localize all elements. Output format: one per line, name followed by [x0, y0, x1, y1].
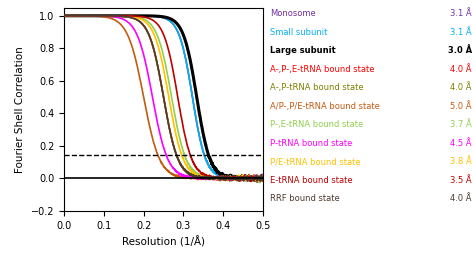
Text: E-tRNA bound state: E-tRNA bound state	[270, 176, 353, 185]
Text: 4.0 Å: 4.0 Å	[450, 65, 472, 74]
Text: 4.5 Å: 4.5 Å	[450, 139, 472, 148]
Text: Small subunit: Small subunit	[270, 28, 328, 37]
Text: 4.0 Å: 4.0 Å	[450, 83, 472, 92]
Text: P/E-tRNA bound state: P/E-tRNA bound state	[270, 157, 361, 166]
Text: 5.0 Å: 5.0 Å	[450, 102, 472, 111]
Text: P-,E-tRNA bound state: P-,E-tRNA bound state	[270, 120, 364, 129]
Text: 4.0 Å: 4.0 Å	[450, 194, 472, 203]
Text: 3.8 Å: 3.8 Å	[450, 157, 472, 166]
Text: P-tRNA bound state: P-tRNA bound state	[270, 139, 353, 148]
Text: 3.5 Å: 3.5 Å	[450, 176, 472, 185]
Text: A-,P-,E-tRNA bound state: A-,P-,E-tRNA bound state	[270, 65, 374, 74]
Text: A-,P-tRNA bound state: A-,P-tRNA bound state	[270, 83, 364, 92]
X-axis label: Resolution (1/Å): Resolution (1/Å)	[122, 236, 205, 247]
Text: A/P-,P/E-tRNA bound state: A/P-,P/E-tRNA bound state	[270, 102, 380, 111]
Text: 3.1 Å: 3.1 Å	[450, 28, 472, 37]
Text: RRF bound state: RRF bound state	[270, 194, 340, 203]
Text: 3.1 Å: 3.1 Å	[450, 9, 472, 19]
Text: 3.7 Å: 3.7 Å	[450, 120, 472, 129]
Text: 3.0 Å: 3.0 Å	[447, 46, 472, 55]
Y-axis label: Fourier Shell Correlation: Fourier Shell Correlation	[15, 46, 25, 173]
Text: Large subunit: Large subunit	[270, 46, 336, 55]
Text: Monosome: Monosome	[270, 9, 316, 19]
